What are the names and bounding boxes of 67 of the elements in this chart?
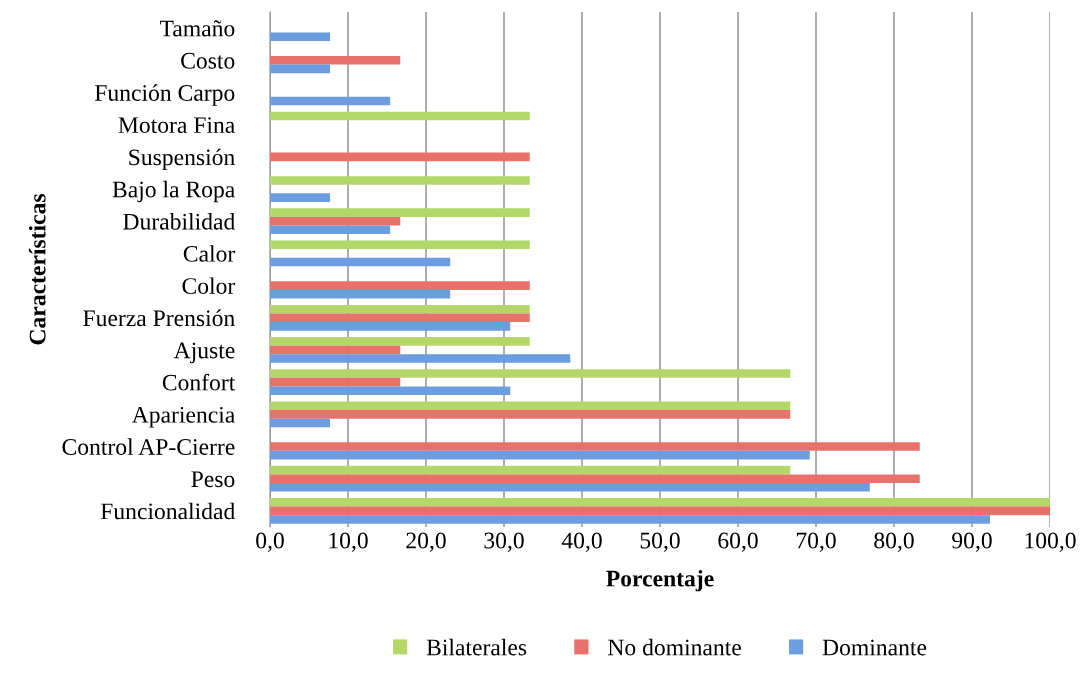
bar — [270, 401, 791, 411]
bar — [270, 369, 791, 378]
y-tick-label: Calor — [183, 245, 236, 262]
legend-label: Dominante — [822, 639, 927, 656]
x-tick-label: 70,0 — [796, 532, 836, 552]
bar — [270, 410, 791, 419]
x-tick-label: 0,0 — [256, 532, 284, 552]
x-tick-label: 10,0 — [329, 532, 368, 552]
y-tick-label: Funcionalidad — [100, 502, 235, 520]
bar — [270, 216, 401, 226]
y-tick-label: Tamaño — [160, 20, 235, 37]
x-tick-label: 40,0 — [561, 532, 602, 552]
x-axis-title: Porcentaje — [606, 569, 714, 592]
x-tick-label: 90,0 — [952, 532, 992, 552]
bar — [270, 32, 331, 41]
x-tick-label: 20,0 — [406, 532, 446, 552]
legend-label: Bilaterales — [426, 638, 527, 656]
bar — [270, 322, 511, 331]
bar — [270, 304, 530, 314]
x-tick-label: 100,0 — [1025, 532, 1076, 552]
bar — [270, 152, 530, 162]
bar — [270, 193, 331, 202]
x-tick-label: 50,0 — [640, 532, 680, 552]
bar — [270, 386, 511, 396]
y-tick-label: Color — [182, 277, 236, 295]
y-tick-label: Ajuste — [173, 342, 235, 364]
bar — [270, 483, 870, 492]
y-tick-label: Apariencia — [131, 406, 235, 428]
y-tick-label: Motora Fina — [118, 117, 235, 134]
y-tick-label: Peso — [191, 471, 235, 488]
x-tick-label: 80,0 — [874, 532, 914, 552]
bar — [270, 96, 391, 106]
bar — [270, 498, 1050, 507]
bar — [270, 345, 401, 355]
bar — [270, 506, 1050, 516]
bar — [270, 337, 530, 346]
bar — [270, 257, 451, 267]
y-tick-label: Suspensión — [129, 148, 235, 171]
bar — [270, 465, 791, 475]
bar — [270, 377, 401, 387]
legend-label: No dominante — [608, 638, 741, 656]
x-tick-label: 60,0 — [718, 532, 758, 552]
bar — [270, 313, 530, 323]
y-tick-label: Control AP-Cierre — [62, 438, 235, 455]
bar — [270, 289, 451, 299]
bar — [270, 442, 920, 451]
y-tick-label: Bajo la Ropa — [112, 180, 235, 203]
bar — [270, 450, 810, 460]
bar — [270, 354, 571, 363]
bar — [270, 225, 391, 235]
x-tick-label: 30,0 — [484, 532, 524, 552]
y-tick-label: Fuerza Prensión — [83, 309, 235, 327]
y-tick-label: Confort — [162, 373, 236, 391]
bar — [270, 515, 990, 524]
bar — [270, 418, 331, 428]
y-tick-label: Función Carpo — [94, 84, 235, 106]
bar — [270, 111, 530, 121]
bar — [270, 240, 530, 250]
bar — [270, 281, 530, 290]
y-tick-label: Durabilidad — [123, 213, 235, 230]
bar — [270, 55, 401, 65]
bar — [270, 474, 920, 484]
y-axis-title: Características — [28, 194, 46, 345]
y-tick-label: Costo — [181, 52, 235, 69]
bar — [270, 64, 331, 74]
bar — [270, 176, 530, 185]
bar — [270, 208, 530, 217]
